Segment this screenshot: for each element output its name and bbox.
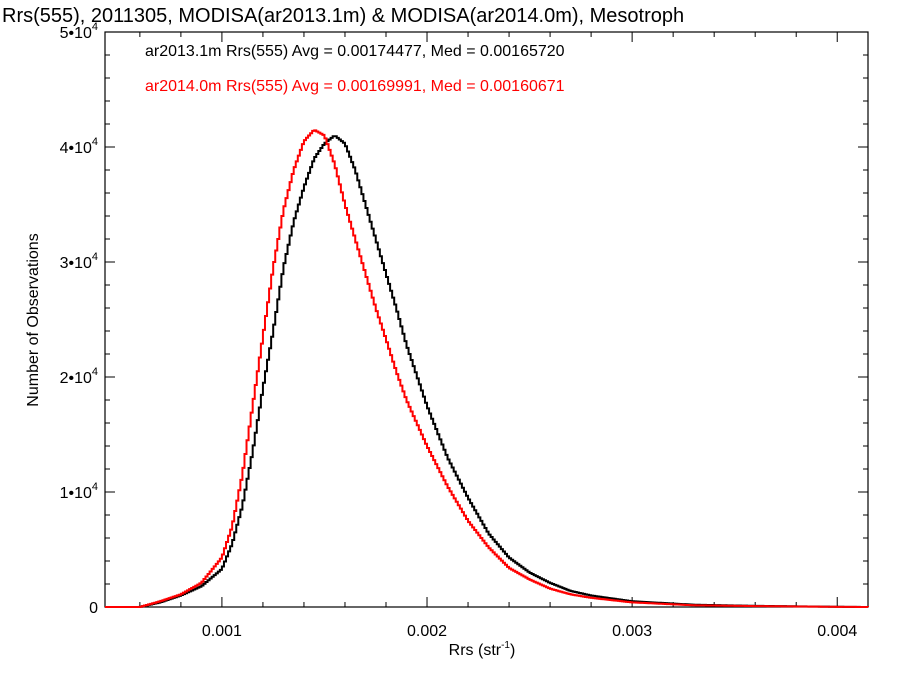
y-tick-label: 4•104 [60, 136, 98, 157]
x-tick-label: 0.004 [817, 623, 857, 640]
plot-frame [104, 31, 869, 608]
x-axis-label: Rrs (str-1) [449, 640, 516, 659]
x-tick-label: 0.002 [407, 623, 447, 640]
x-axis: 0.001 0.002 0.003 0.004 [139, 32, 857, 640]
series-line-0 [105, 135, 869, 608]
x-tick-label: 0.001 [202, 623, 242, 640]
annotation-ar2013: ar2013.1m Rrs(555) Avg = 0.00174477, Med… [145, 43, 565, 60]
chart-title: Rrs(555), 2011305, MODISA(ar2013.1m) & M… [2, 5, 684, 27]
y-axis: 0 1•104 2•104 3•104 4•104 5•104 [60, 21, 868, 617]
series-layer [105, 129, 869, 608]
series-line-1 [105, 129, 869, 608]
y-tick-label: 3•104 [60, 251, 98, 272]
y-tick-label: 2•104 [60, 366, 98, 387]
annotation-ar2014: ar2014.0m Rrs(555) Avg = 0.00169991, Med… [145, 78, 565, 95]
y-axis-label: Number of Observations [25, 233, 42, 406]
x-tick-label: 0.003 [612, 623, 652, 640]
y-tick-label: 1•104 [60, 481, 98, 502]
y-tick-label: 5•104 [60, 21, 98, 42]
y-tick-label: 0 [89, 600, 98, 617]
